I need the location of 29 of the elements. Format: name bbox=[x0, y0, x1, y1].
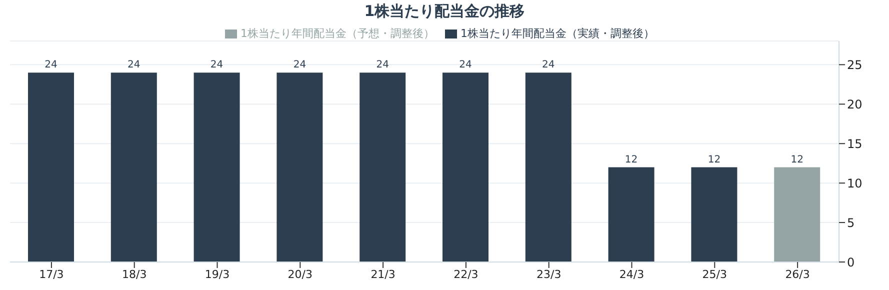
data-label: 24 bbox=[293, 60, 306, 71]
data-label: 12 bbox=[790, 154, 804, 166]
data-label: 12 bbox=[624, 154, 638, 166]
legend-label: 1株当たり年間配当金（予想・調整後） bbox=[240, 27, 434, 40]
x-tick-label: 19/3 bbox=[204, 268, 230, 281]
x-tick-label: 18/3 bbox=[122, 268, 147, 281]
data-label: 24 bbox=[128, 60, 140, 71]
legend-label: 1株当たり年間配当金（実績・調整後） bbox=[460, 27, 654, 40]
x-tick-label: 24/3 bbox=[619, 268, 644, 281]
data-label: 24 bbox=[44, 60, 58, 71]
data-label: 24 bbox=[376, 60, 389, 71]
y-tick-label: 15 bbox=[847, 136, 862, 151]
y-tick-label: 20 bbox=[847, 97, 862, 112]
x-tick-label: 26/3 bbox=[785, 268, 810, 281]
x-tick-label: 20/3 bbox=[288, 268, 312, 281]
x-tick-label: 21/3 bbox=[370, 268, 396, 281]
x-tick-label: 17/3 bbox=[39, 268, 64, 281]
x-tick-label: 25/3 bbox=[702, 268, 727, 281]
y-tick-label: 25 bbox=[847, 58, 862, 72]
y-tick-label: 10 bbox=[847, 176, 862, 190]
data-label: 12 bbox=[708, 154, 721, 166]
y-tick-label: 5 bbox=[847, 216, 855, 230]
data-label: 24 bbox=[542, 60, 555, 71]
chart-title: 1株当たり配当金の推移 bbox=[363, 2, 526, 21]
y-tick-label: 0 bbox=[847, 255, 855, 270]
data-label: 24 bbox=[210, 60, 224, 71]
x-tick-label: 22/3 bbox=[454, 268, 478, 281]
data-label: 24 bbox=[459, 60, 472, 71]
x-tick-label: 23/3 bbox=[536, 268, 562, 281]
